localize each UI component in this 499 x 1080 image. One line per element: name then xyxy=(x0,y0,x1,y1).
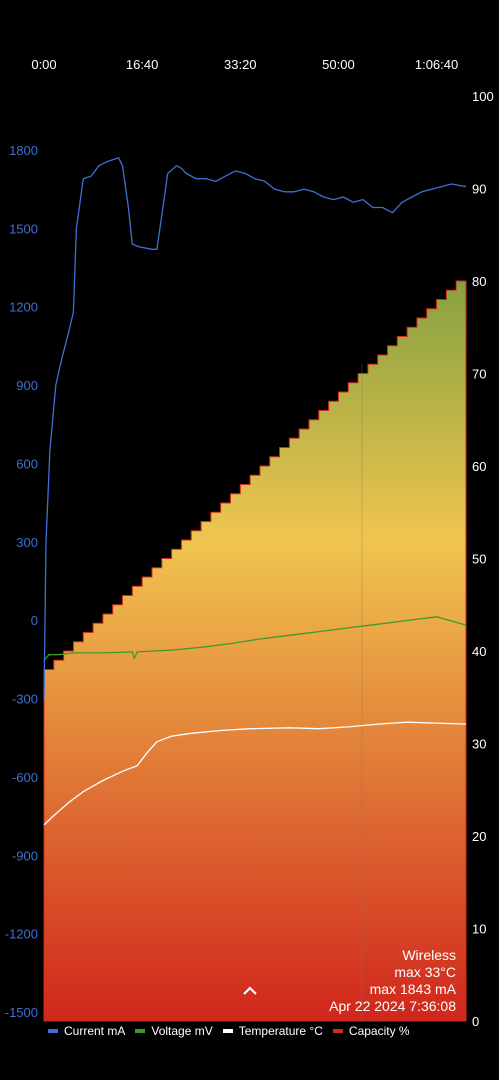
left-tick-label: 1500 xyxy=(9,221,38,236)
left-axis: 1800 1500 1200 900 600 300 0 -300 -600 -900 -1200 -… xyxy=(5,143,38,1020)
left-tick-label: -300 xyxy=(12,692,38,707)
left-tick-label: 1200 xyxy=(9,300,38,315)
voltage-line xyxy=(43,616,467,661)
expand-button[interactable] xyxy=(239,980,261,1002)
x-tick-label: 1:06:40 xyxy=(415,57,458,72)
right-tick-label: 0 xyxy=(472,1014,479,1029)
legend-label-current: Current mA xyxy=(64,1024,126,1038)
x-tick-label: 50:00 xyxy=(322,57,355,72)
right-tick-label: 80 xyxy=(472,274,486,289)
capacity-swatch xyxy=(332,1029,343,1033)
left-tick-label: 900 xyxy=(16,378,38,393)
left-tick-label: 300 xyxy=(16,535,38,550)
session-timestamp: Apr 22 2024 7:36:08 xyxy=(329,998,456,1014)
left-tick-label: -1200 xyxy=(5,927,38,942)
legend: Current mA Voltage mV Temperature °C Cap… xyxy=(48,1024,410,1038)
left-tick-label: -900 xyxy=(12,848,38,863)
right-tick-label: 60 xyxy=(472,459,486,474)
current-swatch xyxy=(48,1029,58,1033)
x-tick-label: 16:40 xyxy=(126,57,159,72)
right-tick-label: 10 xyxy=(472,922,486,937)
right-tick-label: 40 xyxy=(472,644,486,659)
x-axis: 0:00 16:40 33:20 50:00 1:06:40 xyxy=(31,57,458,72)
legend-item-voltage[interactable]: Voltage mV xyxy=(135,1024,213,1038)
right-tick-label: 50 xyxy=(472,552,486,567)
right-tick-label: 70 xyxy=(472,367,486,382)
temperature-line xyxy=(43,721,467,826)
right-tick-label: 20 xyxy=(472,829,486,844)
right-tick-label: 30 xyxy=(472,737,486,752)
legend-item-current[interactable]: Current mA xyxy=(48,1024,125,1038)
legend-label-voltage: Voltage mV xyxy=(151,1024,213,1038)
left-tick-label: 600 xyxy=(16,456,38,471)
left-tick-label: 1800 xyxy=(9,143,38,158)
current-line xyxy=(43,157,467,699)
legend-item-capacity[interactable]: Capacity % xyxy=(332,1024,410,1038)
max-current: max 1843 mA xyxy=(369,981,456,997)
legend-label-capacity: Capacity % xyxy=(348,1024,410,1038)
right-tick-label: 90 xyxy=(472,182,486,197)
left-tick-label: -600 xyxy=(12,770,38,785)
charge-info: Wireless max 33°C max 1843 mA Apr 22 202… xyxy=(329,947,456,1015)
temperature-swatch xyxy=(222,1029,233,1033)
plot-area xyxy=(43,157,467,1022)
capacity-area xyxy=(43,280,467,1022)
left-tick-label: -1500 xyxy=(5,1005,38,1020)
charge-source: Wireless xyxy=(402,947,456,963)
legend-label-temperature: Temperature °C xyxy=(238,1024,323,1038)
max-temperature: max 33°C xyxy=(394,964,456,980)
left-tick-label: 0 xyxy=(31,613,38,628)
right-tick-label: 100 xyxy=(472,89,494,104)
chevron-up-icon xyxy=(243,986,257,995)
legend-item-temperature[interactable]: Temperature °C xyxy=(222,1024,323,1038)
x-tick-label: 33:20 xyxy=(224,57,257,72)
voltage-swatch xyxy=(135,1029,146,1033)
x-tick-label: 0:00 xyxy=(31,57,56,72)
